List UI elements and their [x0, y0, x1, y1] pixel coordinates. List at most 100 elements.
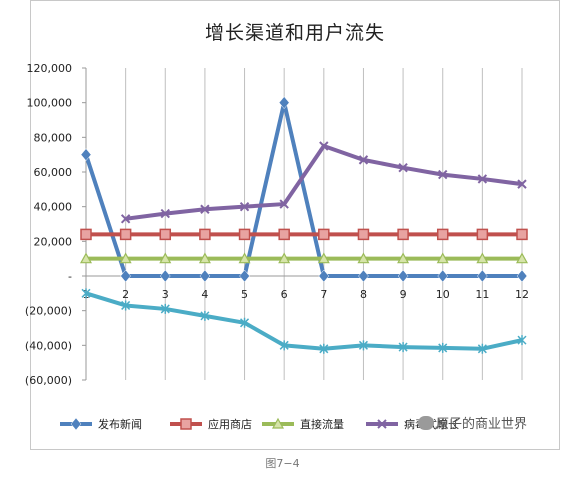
data-point [279, 199, 289, 209]
data-point [160, 208, 170, 219]
data-point [319, 343, 329, 354]
data-point [200, 310, 210, 321]
legend-marker [377, 419, 387, 429]
data-point [81, 288, 91, 299]
x-tick-label: 8 [360, 288, 367, 301]
marker-shape [80, 148, 92, 162]
legend-label: 直接流量 [300, 417, 344, 431]
series-line-1 [84, 100, 522, 278]
marker-shape [119, 252, 132, 264]
data-point [120, 214, 131, 224]
data-point [80, 228, 92, 241]
figure-caption: 图7−4 [265, 457, 300, 470]
y-tick-label: 120,000 [27, 62, 73, 75]
marker-shape [70, 417, 82, 431]
marker-shape [120, 269, 131, 283]
data-point [357, 252, 370, 264]
data-point [160, 303, 170, 314]
y-tick-label: - [68, 270, 72, 283]
watermark: 原子的商业世界 [418, 413, 527, 432]
data-point [198, 252, 211, 264]
data-point [120, 269, 131, 283]
data-point [477, 174, 488, 184]
y-tick-label: 40,000 [34, 201, 73, 214]
marker-shape [318, 269, 330, 283]
marker-shape [397, 228, 409, 241]
data-point [516, 269, 528, 283]
marker-shape [438, 342, 448, 353]
data-point [318, 228, 330, 241]
data-point [159, 252, 172, 264]
data-point [278, 252, 291, 264]
marker-shape [319, 141, 329, 151]
marker-shape [239, 201, 250, 212]
marker-shape [200, 310, 210, 321]
marker-shape [160, 303, 170, 314]
x-tick-label: 12 [515, 288, 529, 301]
data-point [239, 269, 250, 283]
data-point [119, 252, 132, 264]
data-point [199, 269, 211, 283]
marker-shape [517, 179, 527, 189]
y-tick-label: (20,000) [25, 305, 72, 318]
marker-shape [476, 228, 489, 241]
marker-shape [119, 228, 132, 241]
series-line-5 [85, 291, 523, 351]
marker-shape [278, 96, 290, 110]
marker-shape [121, 300, 131, 311]
data-point [398, 162, 408, 173]
data-point [238, 228, 251, 241]
x-tick-label: 7 [320, 288, 327, 301]
data-point [477, 269, 488, 283]
data-point [317, 252, 330, 264]
marker-shape [397, 269, 409, 283]
marker-shape [437, 269, 449, 283]
marker-shape [516, 269, 528, 283]
data-point [279, 340, 289, 351]
data-point [438, 342, 448, 353]
data-point [319, 141, 329, 151]
x-tick-label: 3 [162, 288, 169, 301]
marker-shape [240, 317, 250, 328]
legend-marker [70, 417, 82, 431]
data-point [517, 179, 527, 189]
data-point [159, 269, 171, 283]
wechat-icon [418, 416, 434, 430]
marker-shape [357, 228, 370, 241]
x-tick-label: 5 [241, 288, 248, 301]
marker-shape [238, 228, 251, 241]
x-tick-label: 11 [475, 288, 489, 301]
marker-shape [517, 335, 527, 346]
marker-shape [377, 419, 387, 429]
x-tick-label: 4 [201, 288, 208, 301]
marker-shape [200, 204, 210, 214]
marker-shape [198, 252, 211, 264]
marker-shape [477, 269, 488, 283]
chart-title: 增长渠道和用户流失 [204, 22, 385, 44]
marker-shape [438, 169, 448, 180]
data-point [358, 269, 369, 283]
data-point [436, 252, 449, 264]
chart-frame [30, 0, 560, 450]
marker-shape [160, 208, 170, 219]
marker-shape [358, 155, 369, 165]
marker-shape [398, 162, 408, 173]
marker-shape [476, 252, 489, 264]
y-tick-label: 80,000 [34, 131, 73, 144]
marker-shape [120, 214, 131, 224]
x-tick-label: 6 [281, 288, 288, 301]
data-point [238, 252, 251, 264]
data-point [199, 228, 211, 241]
legend-marker [271, 417, 285, 429]
data-point [517, 335, 527, 346]
data-point [397, 269, 409, 283]
data-point [239, 201, 250, 212]
marker-shape [358, 269, 369, 283]
data-point [119, 228, 132, 241]
marker-shape [199, 269, 211, 283]
legend-label: 应用商店 [208, 417, 252, 431]
marker-shape [279, 340, 289, 351]
data-point [240, 317, 250, 328]
legend-marker [180, 418, 192, 430]
